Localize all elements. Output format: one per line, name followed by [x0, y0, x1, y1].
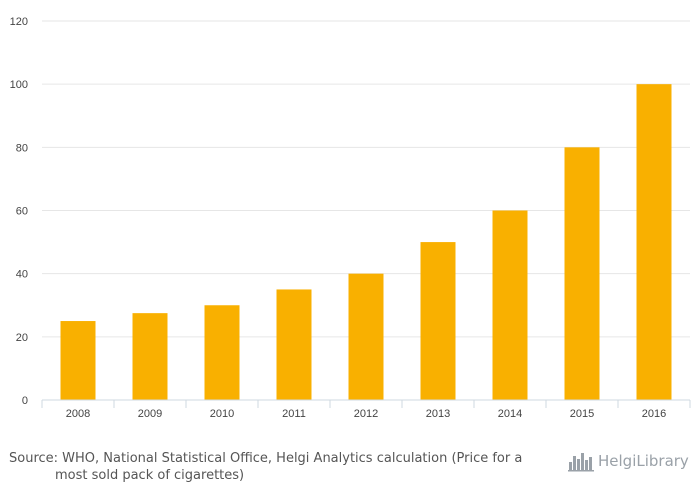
y-tick-label: 120 [10, 16, 28, 28]
source-line-1: Source: WHO, National Statistical Office… [9, 451, 523, 466]
bar-2010 [204, 305, 240, 400]
bar-2015 [564, 147, 600, 400]
bar-2014 [492, 210, 528, 400]
x-tick-label: 2014 [498, 408, 522, 420]
bar-chart: 0 20 40 60 80 100 120 2008 2009 2010 2011 2012 2013… [10, 16, 691, 420]
x-tick-label: 2009 [138, 408, 162, 420]
bar-2008 [60, 321, 96, 400]
bar-2013 [420, 242, 456, 400]
brand-logo: HelgiLibrary [568, 446, 689, 476]
y-tick-label: 60 [16, 206, 28, 218]
y-tick-label: 100 [10, 79, 28, 91]
y-tick-label: 0 [22, 395, 28, 407]
source-note: Source: WHO, National Statistical Office… [9, 450, 549, 484]
bar-2012 [348, 273, 384, 400]
x-axis-tick-labels: 2008 2009 2010 2011 2012 2013 2014 2015 2016 [66, 408, 666, 420]
y-tick-label: 20 [16, 332, 28, 344]
bar-2009 [132, 313, 168, 400]
x-tick-label: 2011 [282, 408, 306, 420]
x-tick-label: 2012 [354, 408, 378, 420]
x-axis-ticks [41, 400, 691, 408]
source-line-2: most sold pack of cigarettes) [55, 468, 245, 483]
x-tick-label: 2008 [66, 408, 90, 420]
x-tick-label: 2013 [426, 408, 450, 420]
y-tick-label: 80 [16, 142, 28, 154]
y-tick-label: 40 [16, 269, 28, 281]
brand-name: HelgiLibrary [598, 452, 689, 470]
bar-2011 [276, 289, 312, 400]
x-tick-label: 2015 [570, 408, 594, 420]
bars [60, 84, 672, 401]
y-axis-tick-labels: 0 20 40 60 80 100 120 [10, 16, 28, 407]
x-tick-label: 2010 [210, 408, 234, 420]
x-tick-label: 2016 [642, 408, 666, 420]
skyline-icon [568, 453, 594, 472]
bar-2016 [636, 84, 672, 401]
